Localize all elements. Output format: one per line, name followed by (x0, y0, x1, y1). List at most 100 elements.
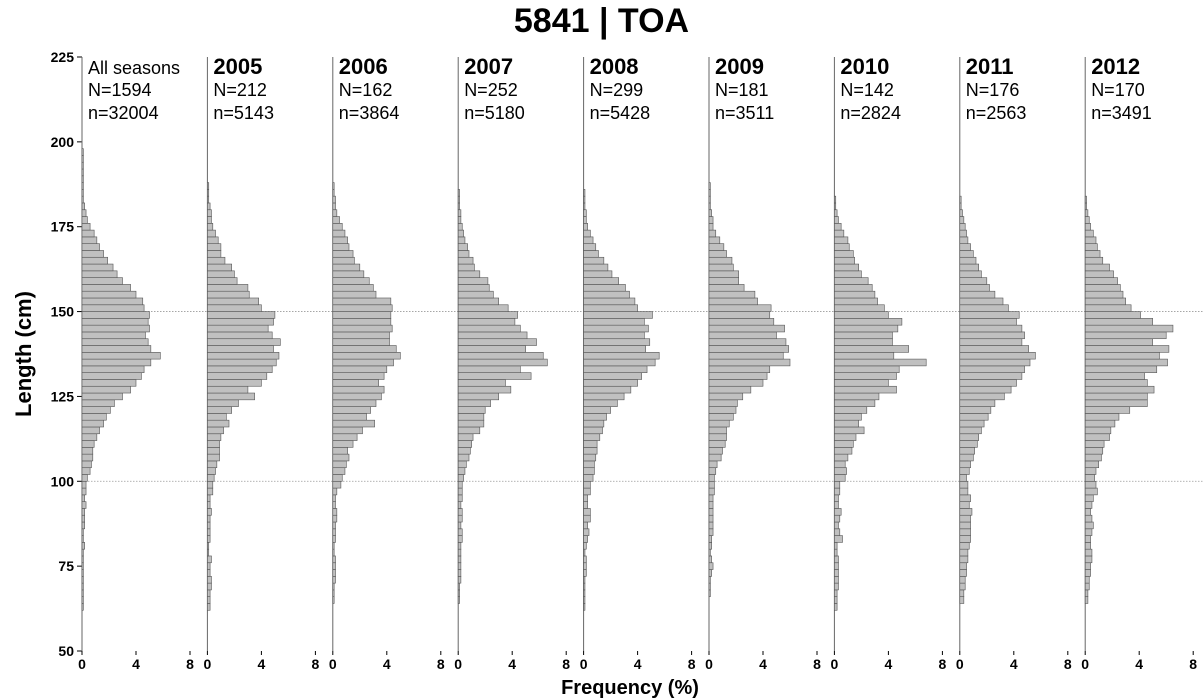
histogram-bar (81, 365, 145, 373)
histogram-bar (457, 392, 500, 401)
histogram-bar (583, 256, 605, 265)
histogram-bar (457, 284, 490, 292)
histogram-bar (959, 358, 1031, 367)
histogram-bar (959, 460, 971, 469)
histogram-bar (1084, 243, 1098, 251)
histogram-bar (332, 189, 335, 197)
histogram-bar (81, 189, 84, 197)
histogram-bar (959, 406, 992, 414)
histogram-bar (81, 331, 146, 340)
histogram-bar (959, 379, 1017, 387)
x-tick-label: 4 (1135, 656, 1143, 672)
histogram-bar (457, 569, 462, 577)
histogram-bar (332, 256, 355, 265)
histogram-bar (332, 229, 346, 238)
histogram-bar (81, 175, 84, 183)
histogram-bar (708, 311, 771, 319)
x-tick-label: 8 (688, 656, 696, 672)
histogram-bar (1084, 352, 1160, 360)
histogram-bar (834, 345, 909, 353)
histogram-bar (583, 243, 597, 251)
histogram-bar (81, 406, 111, 414)
histogram-bar (207, 589, 211, 597)
histogram-bar (457, 352, 544, 360)
panel-title: 2010 (840, 54, 889, 79)
y-axis-title: Length (cm) (11, 291, 36, 417)
histogram-bar (959, 494, 971, 502)
histogram-bar (834, 413, 862, 421)
histogram-bar (834, 514, 841, 523)
histogram-bar (959, 596, 965, 604)
histogram-bar (583, 209, 587, 217)
histogram-bar (332, 399, 377, 407)
histogram-bar (834, 223, 842, 231)
histogram-bar (457, 474, 464, 482)
histogram-bar (583, 501, 588, 509)
histogram-bar (207, 447, 220, 455)
histogram-bar (583, 365, 648, 373)
histogram-bar (708, 406, 737, 414)
histogram-bar (834, 494, 839, 502)
histogram-bar (959, 318, 1017, 326)
histogram-bar (708, 447, 723, 455)
histogram-bar (207, 345, 274, 353)
histogram-bar (207, 297, 259, 306)
histogram-bar (332, 596, 335, 604)
x-axis-title: Frequency (%) (561, 677, 699, 698)
panel-count-n: n=5143 (213, 103, 274, 123)
histogram-bar (708, 182, 711, 190)
histogram-bar (81, 270, 118, 278)
histogram-bar (959, 352, 1036, 360)
histogram-bar (708, 379, 764, 387)
histogram-bar (708, 338, 787, 346)
histogram-bar (1084, 250, 1101, 258)
histogram-bar (457, 596, 460, 604)
histogram-bar (332, 324, 393, 333)
histogram-bar (583, 433, 601, 441)
histogram-bar (959, 243, 971, 251)
histogram-bar (207, 338, 281, 346)
histogram-bar (457, 399, 491, 407)
histogram-bar (708, 236, 721, 244)
histogram-bar (1084, 576, 1090, 584)
histogram-bar (708, 358, 791, 367)
histogram-bar (834, 487, 841, 496)
histogram-bar (959, 426, 982, 435)
histogram-bar (81, 426, 100, 435)
histogram-bar (1084, 419, 1116, 428)
histogram-bar (959, 555, 969, 564)
histogram-bar (708, 460, 718, 469)
histogram-bar (81, 548, 84, 557)
histogram-bar (332, 270, 365, 278)
histogram-bar (834, 358, 927, 367)
histogram-bar (81, 501, 87, 509)
panel-title: 2006 (339, 54, 388, 79)
histogram-bar (207, 270, 235, 278)
histogram-bar (207, 433, 222, 441)
histogram-bar (834, 562, 839, 570)
histogram-bar (834, 209, 838, 217)
histogram-bar (81, 250, 104, 258)
histogram-bar (708, 426, 727, 435)
histogram-bar (1084, 311, 1141, 319)
histogram-bar (1084, 229, 1094, 238)
histogram-bar (207, 406, 232, 414)
histogram-bar (583, 385, 632, 394)
histogram-bar (1084, 318, 1153, 326)
histogram-bar (834, 270, 862, 278)
panel-count-N: N=299 (590, 80, 644, 100)
histogram-bar (332, 223, 343, 231)
histogram-bar (207, 426, 224, 435)
histogram-bar (834, 603, 838, 611)
histogram-bar (583, 535, 588, 543)
histogram-bar (457, 379, 506, 387)
histogram-bar (207, 596, 211, 604)
histogram-bar (457, 419, 485, 428)
histogram-bar (959, 433, 979, 441)
histogram-bar (834, 250, 854, 258)
histogram-bar (1084, 474, 1095, 482)
histogram-bar (207, 548, 210, 557)
histogram-bar (207, 576, 212, 584)
histogram-bar (207, 494, 211, 502)
histogram-bar (959, 535, 971, 543)
